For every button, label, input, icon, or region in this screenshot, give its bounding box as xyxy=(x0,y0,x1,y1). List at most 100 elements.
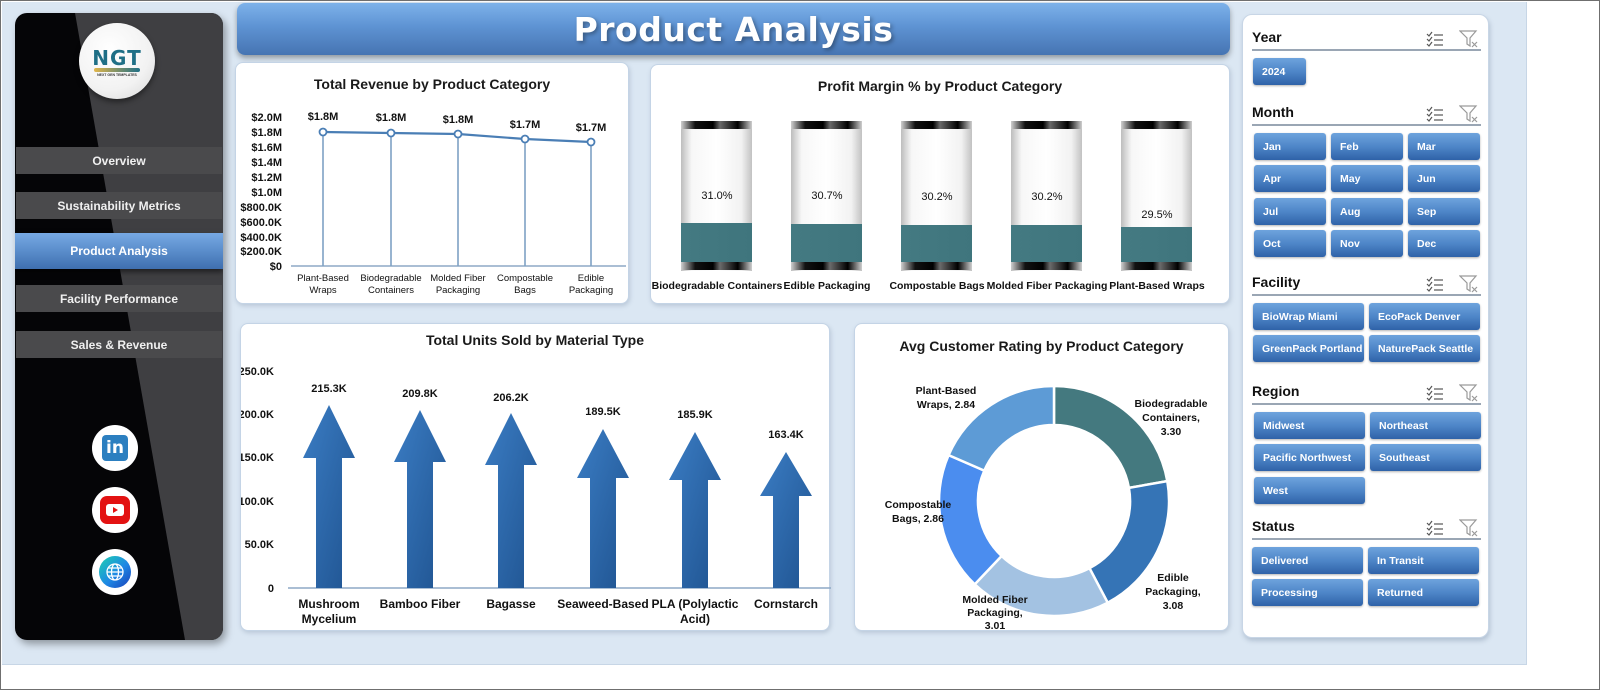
status-option-returned[interactable]: Returned xyxy=(1368,579,1479,606)
svg-text:$800.0K: $800.0K xyxy=(240,202,282,214)
linkedin-button[interactable]: in xyxy=(92,425,138,471)
revenue-line-chart: $2.0M $1.8M $1.6M $1.4M $1.2M $1.0M $800.0K $… xyxy=(240,111,626,296)
svg-text:50.0K: 50.0K xyxy=(245,539,274,551)
month-slicer: Month Jan Feb Mar Apr May Jun Jul Aug Se… xyxy=(1252,100,1481,257)
svg-text:Plant-Based Wraps: Plant-Based Wraps xyxy=(1109,280,1205,292)
units-data-labels: 215.3K 209.8K 206.2K 189.5K 185.9K 163.4K xyxy=(311,383,804,441)
month-option-sep[interactable]: Sep xyxy=(1408,198,1480,225)
month-option-mar[interactable]: Mar xyxy=(1408,133,1480,160)
month-option-may[interactable]: May xyxy=(1331,165,1403,192)
clear-filter-icon[interactable] xyxy=(1459,29,1479,49)
revenue-y-axis: $2.0M $1.8M $1.6M $1.4M $1.2M $1.0M $800.0K $… xyxy=(240,112,282,273)
region-slicer-title: Region xyxy=(1252,383,1300,399)
region-option-northeast[interactable]: Northeast xyxy=(1370,412,1481,439)
dashboard-canvas: NGT NEXT GEN TEMPLATES Overview Sustaina… xyxy=(2,2,1527,665)
svg-text:209.8K: 209.8K xyxy=(402,388,438,400)
revenue-chart-card: Total Revenue by Product Category $2.0M $… xyxy=(235,62,629,304)
svg-text:Mycelium: Mycelium xyxy=(302,612,357,626)
svg-text:$1.8M: $1.8M xyxy=(308,111,339,123)
svg-text:Biodegradable: Biodegradable xyxy=(360,273,421,284)
svg-text:$1.8M: $1.8M xyxy=(443,114,474,126)
svg-text:Compostable Bags: Compostable Bags xyxy=(889,280,984,292)
linkedin-icon: in xyxy=(102,435,128,461)
units-arrows xyxy=(303,405,812,588)
logo-subtitle: NEXT GEN TEMPLATES xyxy=(97,72,137,77)
multi-select-icon[interactable] xyxy=(1425,104,1445,124)
svg-text:250.0K: 250.0K xyxy=(241,366,274,378)
svg-text:$1.6M: $1.6M xyxy=(251,142,282,154)
month-option-aug[interactable]: Aug xyxy=(1331,198,1403,225)
svg-text:150.0K: 150.0K xyxy=(241,452,274,464)
nav-sustainability-metrics[interactable]: Sustainability Metrics xyxy=(16,192,222,219)
svg-text:0: 0 xyxy=(268,583,274,595)
facility-option-biowrap-miami[interactable]: BioWrap Miami xyxy=(1253,303,1364,330)
svg-text:Edible: Edible xyxy=(1157,572,1189,584)
svg-text:3.08: 3.08 xyxy=(1163,600,1184,612)
month-option-feb[interactable]: Feb xyxy=(1331,133,1403,160)
facility-slicer-header: Facility xyxy=(1252,270,1481,296)
svg-text:31.0%: 31.0% xyxy=(701,190,732,202)
clear-filter-icon[interactable] xyxy=(1459,383,1479,403)
svg-text:Compostable: Compostable xyxy=(497,273,553,284)
svg-text:215.3K: 215.3K xyxy=(311,383,347,395)
page-title: Product Analysis xyxy=(573,9,894,49)
rating-chart-title: Avg Customer Rating by Product Category xyxy=(899,338,1184,354)
revenue-drop-lines xyxy=(322,132,592,266)
svg-text:$1.8M: $1.8M xyxy=(376,112,407,124)
svg-text:100.0K: 100.0K xyxy=(241,496,274,508)
status-option-in-transit[interactable]: In Transit xyxy=(1368,547,1479,574)
nav-overview[interactable]: Overview xyxy=(16,147,222,174)
month-option-oct[interactable]: Oct xyxy=(1254,230,1326,257)
svg-text:Packaging,: Packaging, xyxy=(967,607,1023,619)
svg-text:Containers,: Containers, xyxy=(1142,412,1200,424)
svg-text:Plant-Based: Plant-Based xyxy=(297,273,349,284)
svg-text:$400.0K: $400.0K xyxy=(240,232,282,244)
nav-facility-performance[interactable]: Facility Performance xyxy=(16,285,222,312)
multi-select-icon[interactable] xyxy=(1425,518,1445,538)
month-option-apr[interactable]: Apr xyxy=(1254,165,1326,192)
region-option-pacific-northwest[interactable]: Pacific Northwest xyxy=(1254,444,1365,471)
multi-select-icon[interactable] xyxy=(1425,29,1445,49)
logo: NGT NEXT GEN TEMPLATES xyxy=(79,23,155,99)
month-option-jun[interactable]: Jun xyxy=(1408,165,1480,192)
region-slicer: Region Midwest Northeast Pacific Northwe… xyxy=(1252,379,1481,504)
clear-filter-icon[interactable] xyxy=(1459,518,1479,538)
month-option-dec[interactable]: Dec xyxy=(1408,230,1480,257)
region-option-west[interactable]: West xyxy=(1254,477,1365,504)
svg-text:PLA (Polylactic: PLA (Polylactic xyxy=(652,597,739,611)
svg-text:$600.0K: $600.0K xyxy=(240,217,282,229)
svg-text:189.5K: 189.5K xyxy=(585,406,621,418)
units-chart-card: Total Units Sold by Material Type 250.0K… xyxy=(240,323,831,631)
month-option-jul[interactable]: Jul xyxy=(1254,198,1326,225)
nav-sales-revenue[interactable]: Sales & Revenue xyxy=(16,331,222,358)
multi-select-icon[interactable] xyxy=(1425,274,1445,294)
month-option-nov[interactable]: Nov xyxy=(1331,230,1403,257)
svg-text:Packaging: Packaging xyxy=(436,285,480,296)
multi-select-icon[interactable] xyxy=(1425,383,1445,403)
facility-option-ecopack-denver[interactable]: EcoPack Denver xyxy=(1369,303,1480,330)
facility-option-greenpack-portland[interactable]: GreenPack Portland xyxy=(1253,335,1364,362)
svg-text:Seaweed-Based: Seaweed-Based xyxy=(557,597,648,611)
clear-filter-icon[interactable] xyxy=(1459,104,1479,124)
region-option-southeast[interactable]: Southeast xyxy=(1370,444,1481,471)
svg-text:30.7%: 30.7% xyxy=(811,190,842,202)
region-option-midwest[interactable]: Midwest xyxy=(1254,412,1365,439)
margin-chart-card: Profit Margin % by Product Category xyxy=(650,64,1230,304)
svg-text:Plant-Based: Plant-Based xyxy=(916,385,977,397)
month-slicer-header: Month xyxy=(1252,100,1481,126)
youtube-button[interactable] xyxy=(92,487,138,533)
svg-text:200.0K: 200.0K xyxy=(241,409,274,421)
clear-filter-icon[interactable] xyxy=(1459,274,1479,294)
website-button[interactable] xyxy=(92,549,138,595)
status-option-delivered[interactable]: Delivered xyxy=(1252,547,1363,574)
year-option-2024[interactable]: 2024 xyxy=(1253,58,1306,85)
nav-product-analysis[interactable]: Product Analysis xyxy=(15,233,223,269)
revenue-chart-title: Total Revenue by Product Category xyxy=(313,76,551,92)
margin-data-labels: 31.0% 30.7% 30.2% 30.2% 29.5% xyxy=(701,190,1172,221)
svg-text:Bagasse: Bagasse xyxy=(486,597,536,611)
status-option-processing[interactable]: Processing xyxy=(1252,579,1363,606)
month-option-jan[interactable]: Jan xyxy=(1254,133,1326,160)
month-slicer-title: Month xyxy=(1252,104,1294,120)
svg-text:Packaging: Packaging xyxy=(569,285,613,296)
facility-option-naturepack-seattle[interactable]: NaturePack Seattle xyxy=(1369,335,1480,362)
